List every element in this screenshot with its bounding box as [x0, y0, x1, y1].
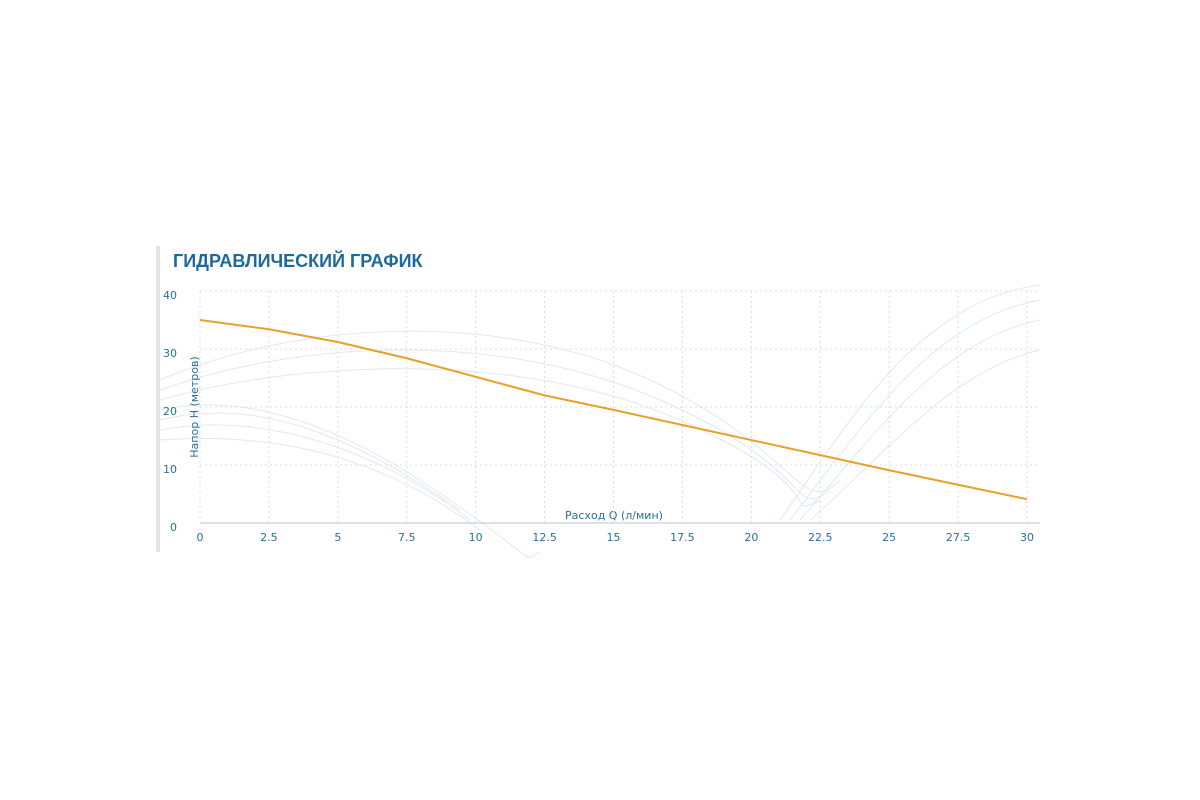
x-tick-label: 15	[607, 531, 621, 544]
y-axis-label: Напор Н (метров)	[188, 356, 201, 457]
x-tick-label: 20	[744, 531, 758, 544]
x-tick-label: 25	[882, 531, 896, 544]
background-waves	[159, 284, 1041, 559]
y-tick-label: 30	[163, 347, 177, 360]
x-tick-label: 12.5	[532, 531, 557, 544]
x-tick-label: 27.5	[946, 531, 971, 544]
y-tick-label: 20	[163, 405, 177, 418]
series-line	[199, 319, 1028, 501]
x-tick-label: 7.5	[398, 531, 416, 544]
y-tick-label: 40	[163, 289, 177, 302]
x-tick-label: 10	[469, 531, 483, 544]
x-tick-label: 2.5	[260, 531, 278, 544]
x-axis-label: Расход Q (л/мин)	[565, 509, 663, 522]
x-tick-label: 0	[197, 531, 204, 544]
x-tick-label: 22.5	[808, 531, 833, 544]
y-tick-label: 0	[170, 521, 177, 534]
side-bar	[156, 246, 160, 552]
x-tick-label: 5	[334, 531, 341, 544]
y-tick-label: 10	[163, 463, 177, 476]
chart-title: ГИДРАВЛИЧЕСКИЙ ГРАФИК	[173, 250, 424, 271]
x-tick-label: 30	[1020, 531, 1034, 544]
x-tick-label: 17.5	[670, 531, 695, 544]
